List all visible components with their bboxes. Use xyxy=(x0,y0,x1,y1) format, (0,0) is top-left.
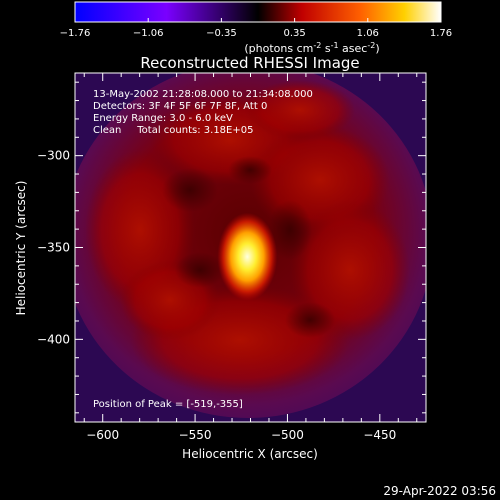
colorbar xyxy=(74,1,442,23)
annotation-energy: Energy Range: 3.0 - 6.0 keV xyxy=(93,113,233,124)
colorbar-units: (photons cm-2 s-1 asec-2) xyxy=(244,41,379,55)
heatmap-image xyxy=(75,73,426,422)
x-tick-label: −500 xyxy=(271,428,304,442)
annotation-counts: Clean Total counts: 3.18E+05 xyxy=(93,125,253,136)
y-tick-label: −300 xyxy=(37,149,70,163)
annotation-detectors: Detectors: 3F 4F 5F 6F 7F 8F, Att 0 xyxy=(93,101,267,112)
x-tick-label: −600 xyxy=(86,428,119,442)
colorbar-tick-label: 0.35 xyxy=(283,28,305,39)
colorbar-tick-label: −1.06 xyxy=(133,28,164,39)
peak-source xyxy=(217,212,278,301)
y-axis-label: Heliocentric Y (arcsec) xyxy=(14,181,28,316)
x-axis: −600 −550 −500 −450 xyxy=(83,73,418,442)
annotation-block: 13-May-2002 21:28:08.000 to 21:34:08.000… xyxy=(93,89,313,136)
y-tick-label: −350 xyxy=(37,241,70,255)
footer-timestamp: 29-Apr-2022 03:56 xyxy=(383,484,496,498)
annotation-time: 13-May-2002 21:28:08.000 to 21:34:08.000 xyxy=(93,89,313,100)
x-axis-label: Heliocentric X (arcsec) xyxy=(182,447,318,461)
y-axis: −300 −350 −400 xyxy=(37,81,426,414)
x-tick-label: −550 xyxy=(179,428,212,442)
colorbar-tick-label: 1.76 xyxy=(430,28,452,39)
colorbar-tick-label: −1.76 xyxy=(60,28,91,39)
colorbar-ticks: −1.76 −1.06 −0.35 0.35 1.06 1.76 xyxy=(60,18,452,39)
colorbar-tick-label: 1.06 xyxy=(357,28,379,39)
x-tick-label: −450 xyxy=(363,428,396,442)
peak-position-label: Position of Peak = [-519,-355] xyxy=(93,399,243,410)
colorbar-tick-label: −0.35 xyxy=(206,28,237,39)
y-tick-label: −400 xyxy=(37,332,70,346)
chart-title: Reconstructed RHESSI Image xyxy=(140,54,359,72)
